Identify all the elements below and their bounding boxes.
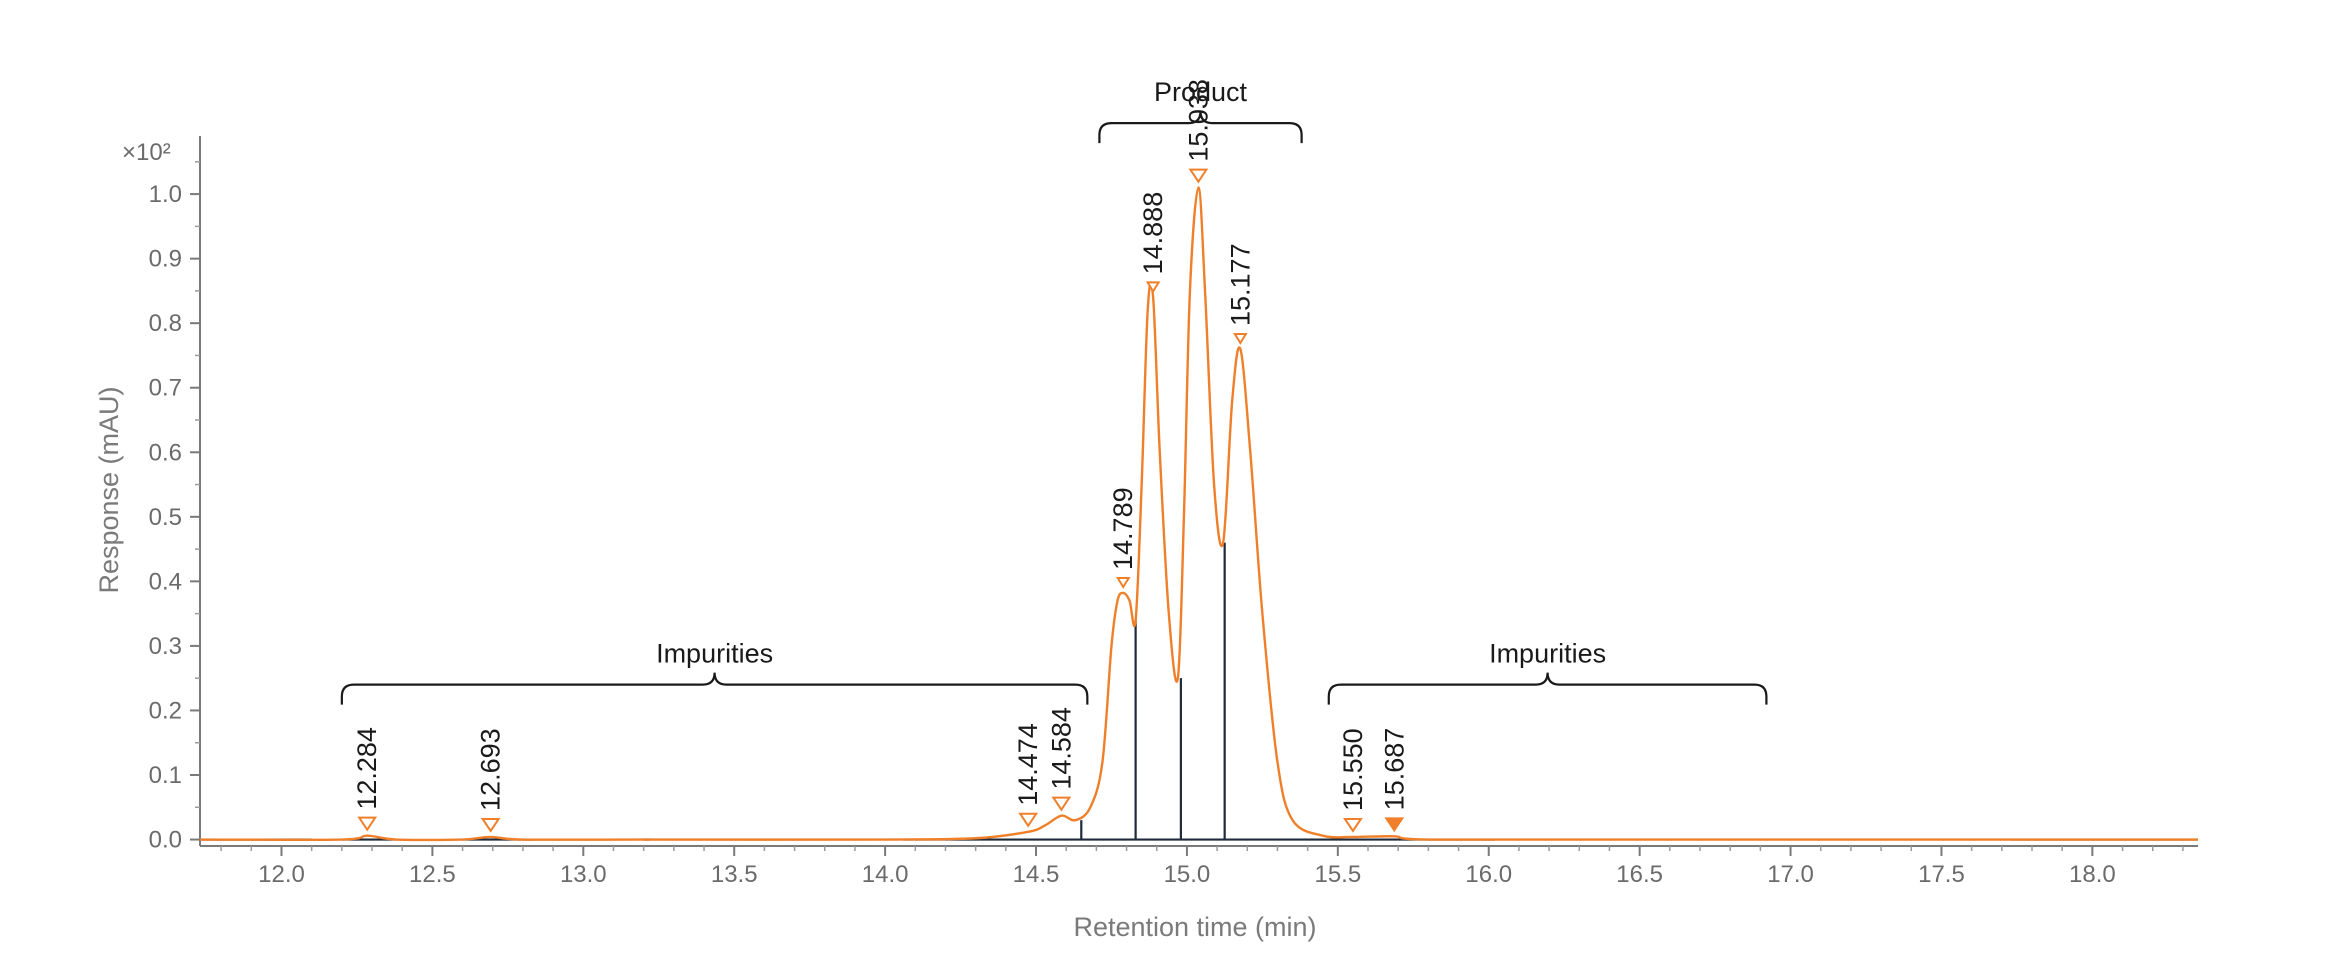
- y-tick-label: 1.0: [149, 181, 182, 208]
- x-tick-label: 12.5: [409, 861, 456, 888]
- y-tick-label: 0.8: [149, 310, 182, 337]
- y-axis-title: Response (mAU): [94, 386, 124, 593]
- peak-marker: [1051, 796, 1072, 812]
- x-tick-label: 13.0: [560, 861, 607, 888]
- peak-label: 14.474: [1013, 723, 1043, 806]
- x-tick-label: 16.5: [1616, 861, 1663, 888]
- y-tick-label: 0.9: [149, 246, 182, 273]
- group-label: Impurities: [656, 639, 773, 669]
- peak-label: 15.687: [1379, 728, 1409, 811]
- peak-label: 12.284: [352, 727, 382, 810]
- x-tick-label: 13.5: [711, 861, 758, 888]
- group-bracket: [1098, 111, 1303, 144]
- series-layer: [199, 186, 2198, 842]
- peak-marker: [1188, 168, 1209, 184]
- x-tick-label: 15.5: [1314, 861, 1361, 888]
- peak-marker: [1233, 333, 1248, 345]
- axes-layer: 12.0 12.5 13.0 13.5 14.0 14.5 15.0 15.5 16.0 16.5…: [149, 136, 2198, 888]
- peak-marker: [480, 817, 501, 833]
- group-bracket: [340, 672, 1089, 705]
- y-tick-label: 0.7: [149, 375, 182, 402]
- y-axis-multiplier: ×10²: [122, 139, 171, 166]
- peak-label: 14.888: [1138, 192, 1168, 275]
- peak-marker: [1115, 576, 1131, 589]
- y-tick-label: 0.0: [149, 827, 182, 854]
- x-tick-label: 15.0: [1164, 861, 1211, 888]
- peak-label: 12.693: [476, 728, 506, 811]
- y-tick-label: 0.1: [149, 762, 182, 789]
- peak-labels: 12.284 12.693 14.474 14.58414.78914.88815.0…: [352, 79, 1409, 811]
- peak-dividers: [1080, 542, 1226, 840]
- group-label: Impurities: [1489, 639, 1606, 669]
- x-axis-title: Retention time (min): [1073, 912, 1316, 942]
- x-tick-label: 16.0: [1465, 861, 1512, 888]
- peak-label: 14.584: [1046, 707, 1076, 790]
- y-tick-label: 0.3: [149, 633, 182, 660]
- y-tick-label: 0.2: [149, 697, 182, 724]
- y-tick-label: 0.4: [149, 568, 182, 595]
- x-tick-label: 17.5: [1918, 861, 1965, 888]
- y-tick-label: 0.5: [149, 504, 182, 531]
- peak-marker: [357, 816, 378, 832]
- x-tick-label: 18.0: [2069, 861, 2116, 888]
- group-label: Product: [1154, 77, 1248, 107]
- x-tick-label: 17.0: [1767, 861, 1814, 888]
- peak-label: 15.550: [1338, 728, 1368, 811]
- y-tick-label: 0.6: [149, 439, 182, 466]
- peak-marker: [1343, 817, 1363, 833]
- peak-marker: [1018, 812, 1039, 828]
- peak-marker: [1384, 817, 1405, 833]
- peak-markers: [357, 168, 1405, 833]
- group-brackets: Impurities Product Impurities: [340, 77, 1768, 705]
- peak-marker: [1145, 281, 1161, 294]
- series-line: [199, 186, 2198, 842]
- group-bracket: [1327, 672, 1768, 705]
- x-tick-label: 14.5: [1013, 861, 1060, 888]
- x-tick-label: 14.0: [862, 861, 909, 888]
- x-tick-label: 12.0: [258, 861, 305, 888]
- peak-label: 15.177: [1225, 243, 1255, 326]
- peak-label: 14.789: [1108, 487, 1138, 570]
